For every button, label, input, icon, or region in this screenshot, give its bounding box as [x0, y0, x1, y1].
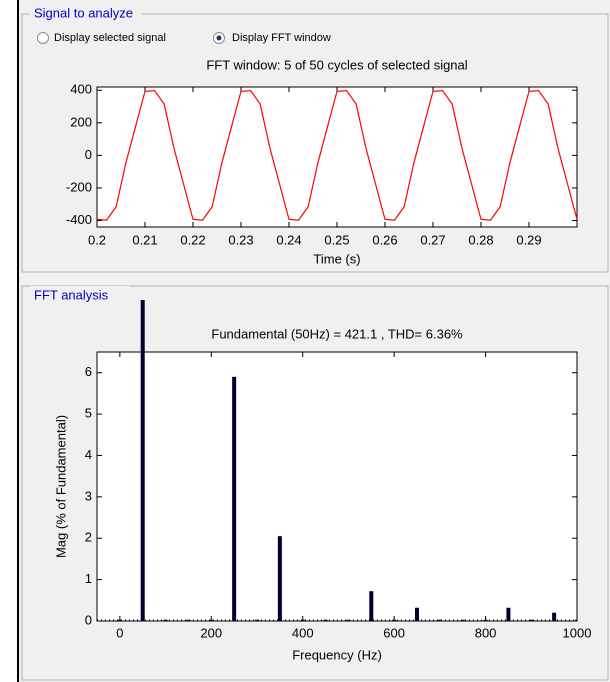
- bar: [232, 376, 237, 621]
- radio-label[interactable]: Display selected signal: [54, 32, 166, 44]
- y-axis-label: Mag (% of Fundamental): [53, 415, 68, 558]
- x-tick-label: 0.21: [132, 232, 157, 247]
- x-tick-label: 0.2: [88, 232, 106, 247]
- radio-dot: [216, 35, 222, 41]
- x-tick-label: 0.22: [180, 232, 205, 247]
- y-tick-label: 1: [85, 571, 92, 586]
- x-tick-label: 0.26: [372, 232, 397, 247]
- plot-area: [96, 86, 578, 228]
- x-tick-label: 600: [383, 625, 405, 640]
- panel-title-bg: [30, 286, 130, 306]
- chart-title: Fundamental (50Hz) = 421.1 , THD= 6.36%: [211, 326, 463, 341]
- x-tick-label: 0.23: [228, 232, 253, 247]
- bar: [163, 619, 168, 621]
- y-tick-label: -400: [66, 212, 92, 227]
- y-tick-label: 200: [70, 114, 92, 129]
- panel-title: Signal to analyze: [34, 5, 133, 20]
- x-axis-label: Frequency (Hz): [292, 647, 382, 662]
- y-tick-label: 0: [85, 147, 92, 162]
- radio-label[interactable]: Display FFT window: [232, 32, 331, 44]
- plot-area: [96, 351, 578, 622]
- x-tick-label: 800: [475, 625, 497, 640]
- bar: [300, 619, 305, 621]
- x-tick-label: 200: [200, 625, 222, 640]
- x-tick-label: 1000: [563, 625, 592, 640]
- y-tick-label: 400: [70, 82, 92, 97]
- bar: [460, 619, 465, 621]
- signal-line: [97, 89, 577, 221]
- x-tick-label: 0.24: [276, 232, 301, 247]
- bar: [529, 619, 534, 621]
- panel-title: FFT analysis: [34, 287, 109, 302]
- x-tick-label: 0: [116, 625, 123, 640]
- chart-title: FFT window: 5 of 50 cycles of selected s…: [206, 57, 467, 72]
- bar: [506, 607, 511, 621]
- bar: [483, 619, 488, 621]
- bar: [369, 591, 374, 621]
- x-tick-label: 0.28: [468, 232, 493, 247]
- y-tick-label: 0: [85, 612, 92, 627]
- y-tick-label: 5: [85, 406, 92, 421]
- bar: [323, 619, 328, 621]
- y-tick-label: -200: [66, 179, 92, 194]
- x-axis-label: Time (s): [313, 251, 360, 266]
- y-tick-label: 6: [85, 364, 92, 379]
- y-tick-label: 3: [85, 488, 92, 503]
- panel-title-bg: [30, 5, 142, 23]
- bar: [552, 612, 557, 621]
- x-tick-label: 0.25: [324, 232, 349, 247]
- bar: [392, 619, 397, 621]
- bar: [186, 619, 191, 621]
- bar: [575, 619, 577, 621]
- bar: [117, 619, 122, 621]
- bar: [415, 607, 419, 621]
- bar: [255, 619, 259, 621]
- bar: [346, 619, 351, 621]
- bar: [277, 536, 282, 621]
- bar: [209, 619, 214, 621]
- radio[interactable]: [37, 32, 49, 44]
- bar: [437, 619, 442, 621]
- y-tick-label: 4: [85, 447, 92, 462]
- x-tick-label: 0.29: [516, 232, 541, 247]
- x-tick-label: 400: [292, 625, 314, 640]
- panel-frame: [21, 13, 609, 273]
- bar: [140, 300, 145, 621]
- x-tick-label: 0.27: [420, 232, 445, 247]
- y-tick-label: 2: [85, 530, 92, 545]
- panel-frame: [21, 285, 609, 681]
